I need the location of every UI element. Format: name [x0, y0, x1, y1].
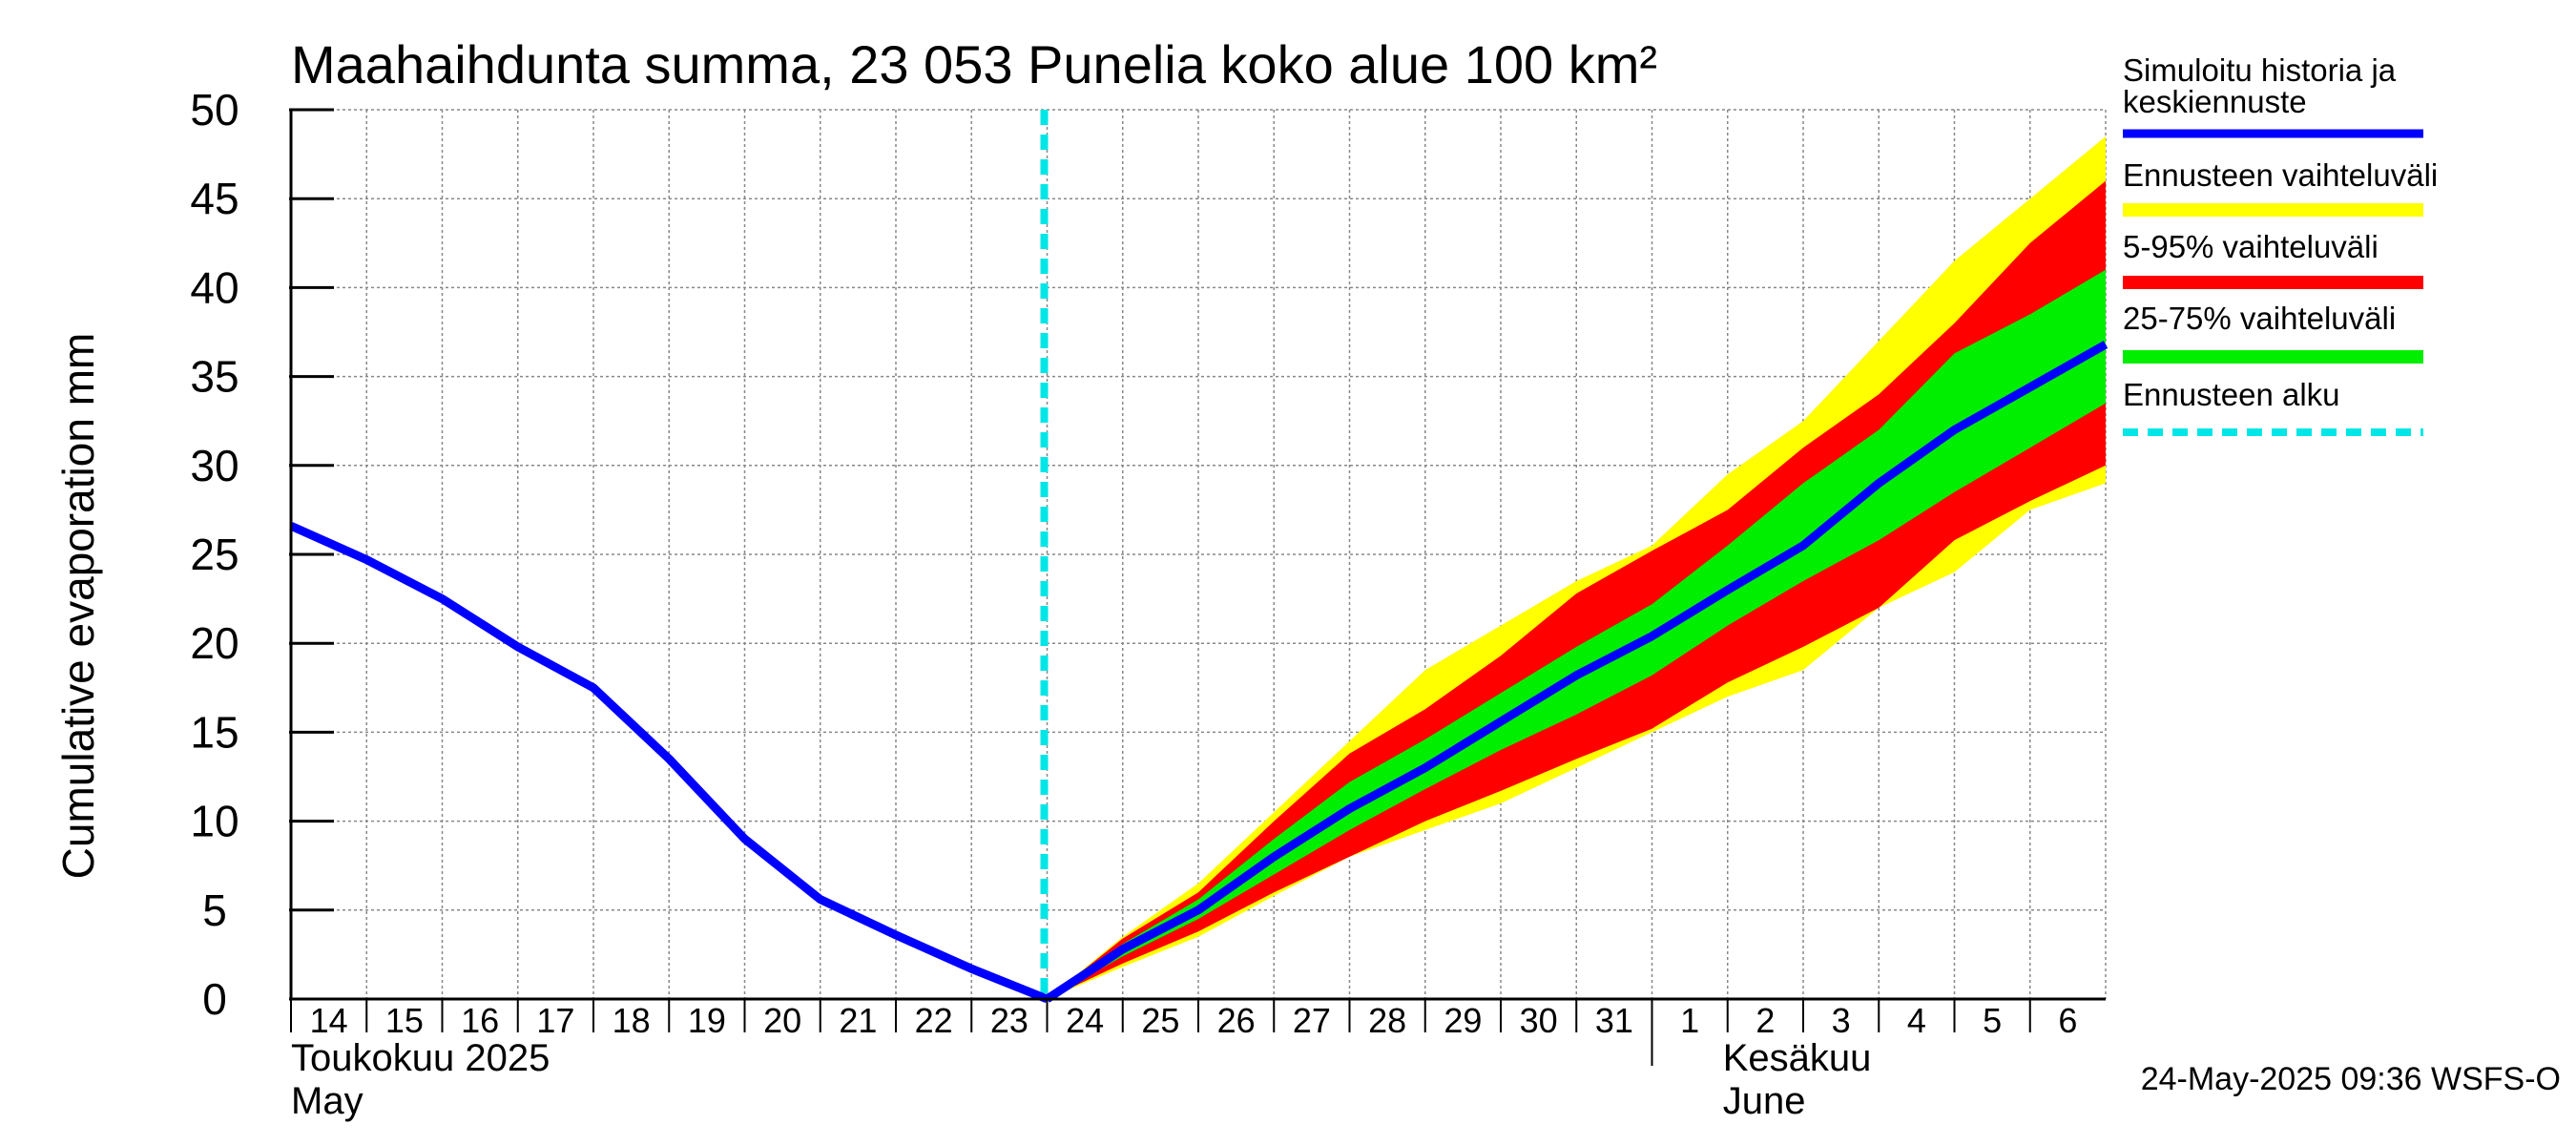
legend-label-full: Ennusteen vaihteluväli	[2123, 157, 2438, 193]
x-tick-label: 6	[2058, 1001, 2077, 1040]
month-label-june-fi: Kesäkuu	[1723, 1037, 1872, 1079]
y-tick-label: 25	[190, 530, 239, 579]
y-tick-label: 30	[190, 441, 239, 490]
month-label-may-en: May	[291, 1080, 364, 1122]
y-tick-label: 20	[190, 618, 239, 668]
legend-label-5-95: 5-95% vaihteluväli	[2123, 229, 2379, 264]
legend-label-history-2: keskiennuste	[2123, 84, 2307, 119]
x-tick-label: 28	[1368, 1001, 1406, 1040]
x-tick-label: 16	[461, 1001, 499, 1040]
chart-title: Maahaihdunta summa, 23 053 Punelia koko …	[291, 34, 1657, 94]
legend-label-forecast-start: Ennusteen alku	[2123, 377, 2340, 412]
x-tick-label: 30	[1520, 1001, 1558, 1040]
forecast-bands	[1047, 136, 2106, 1000]
x-tick-label: 14	[310, 1001, 348, 1040]
x-tick-label: 2	[1755, 1001, 1775, 1040]
x-tick-label: 20	[763, 1001, 801, 1040]
median-forecast-line	[1045, 341, 2109, 1003]
month-label-may-fi: Toukokuu 2025	[291, 1037, 550, 1079]
y-tick-label: 35	[190, 352, 239, 402]
month-label-june-en: June	[1723, 1080, 1806, 1122]
x-tick-label: 29	[1444, 1001, 1482, 1040]
y-tick-label: 40	[190, 262, 239, 312]
x-tick-label: 24	[1066, 1001, 1104, 1040]
legend-label-25-75: 25-75% vaihteluväli	[2123, 301, 2396, 336]
x-tick-label: 3	[1832, 1001, 1851, 1040]
x-tick-label: 19	[688, 1001, 726, 1040]
x-tick-label: 18	[613, 1001, 651, 1040]
x-tick-label: 17	[536, 1001, 574, 1040]
x-tick-label: 22	[915, 1001, 953, 1040]
y-tick-label: 45	[190, 174, 239, 223]
x-tick-label: 25	[1141, 1001, 1179, 1040]
band-5-95	[1047, 180, 2106, 1000]
y-axis-label: Cumulative evaporation mm	[53, 333, 103, 880]
band-25-75	[1047, 269, 2106, 999]
x-tick-label: 21	[839, 1001, 877, 1040]
series-lines	[289, 110, 2109, 1004]
x-tick-label: 23	[990, 1001, 1028, 1040]
timestamp-label: 24-May-2025 09:36 WSFS-O	[2141, 1061, 2561, 1097]
x-tick-label: 1	[1680, 1001, 1699, 1040]
x-tick-label: 27	[1293, 1001, 1331, 1040]
legend-label-history: Simuloitu historia ja	[2123, 52, 2397, 88]
y-tick-label: 50	[190, 85, 239, 135]
x-tick-label: 15	[385, 1001, 424, 1040]
history-line	[289, 522, 1049, 1004]
band-full-range	[1047, 136, 2106, 999]
x-tick-label: 4	[1907, 1001, 1926, 1040]
y-tick-label: 0	[202, 974, 227, 1024]
y-tick-label: 10	[190, 797, 239, 846]
y-tick-label: 5	[202, 885, 227, 935]
y-tick-label: 15	[190, 707, 239, 757]
x-tick-label: 31	[1595, 1001, 1633, 1040]
x-tick-label: 5	[1983, 1001, 2002, 1040]
x-tick-label: 26	[1217, 1001, 1256, 1040]
